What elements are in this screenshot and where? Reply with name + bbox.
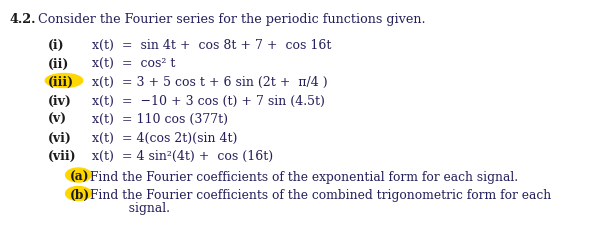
Text: (a): (a): [70, 171, 89, 184]
Text: (vii): (vii): [48, 150, 77, 163]
Text: signal.: signal.: [90, 202, 170, 215]
Text: Consider the Fourier series for the periodic functions given.: Consider the Fourier series for the peri…: [30, 13, 426, 26]
Ellipse shape: [45, 74, 83, 87]
Text: (iii): (iii): [48, 76, 74, 89]
Text: x(t)  =  −10 + 3 cos (t) + 7 sin (4.5t): x(t) = −10 + 3 cos (t) + 7 sin (4.5t): [92, 95, 325, 108]
Text: x(t)  = 4(cos 2t)(sin 4t): x(t) = 4(cos 2t)(sin 4t): [92, 132, 238, 145]
Text: (ii): (ii): [48, 58, 69, 71]
Ellipse shape: [66, 168, 91, 182]
Text: (iv): (iv): [48, 95, 72, 108]
Text: x(t)  =  cos² t: x(t) = cos² t: [92, 58, 175, 71]
Text: x(t)  = 4 sin²(4t) +  cos (16t): x(t) = 4 sin²(4t) + cos (16t): [92, 150, 273, 163]
Ellipse shape: [66, 186, 91, 200]
Text: (vi): (vi): [48, 132, 72, 145]
Text: x(t)  = 110 cos (377t): x(t) = 110 cos (377t): [92, 113, 228, 126]
Text: x(t)  =  sin 4t +  cos 8t + 7 +  cos 16t: x(t) = sin 4t + cos 8t + 7 + cos 16t: [92, 39, 332, 52]
Text: (v): (v): [48, 113, 67, 126]
Text: (i): (i): [48, 39, 65, 52]
Text: 4.2.: 4.2.: [10, 13, 37, 26]
Text: (b): (b): [70, 189, 90, 202]
Text: Find the Fourier coefficients of the combined trigonometric form for each: Find the Fourier coefficients of the com…: [90, 189, 551, 202]
Text: x(t)  = 3 + 5 cos t + 6 sin (2t +  π/4 ): x(t) = 3 + 5 cos t + 6 sin (2t + π/4 ): [92, 76, 327, 89]
Text: Find the Fourier coefficients of the exponential form for each signal.: Find the Fourier coefficients of the exp…: [90, 171, 518, 184]
